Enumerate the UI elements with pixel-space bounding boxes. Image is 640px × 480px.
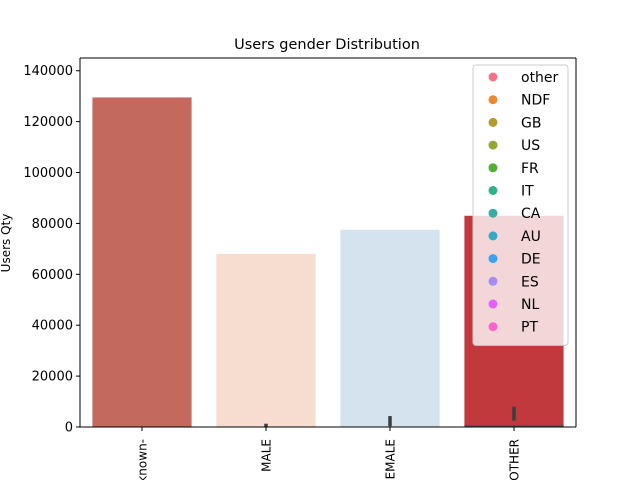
- legend-marker: [488, 299, 498, 309]
- legend-label: NDF: [521, 93, 550, 109]
- legend-marker: [488, 322, 498, 332]
- y-tick-label: 0: [65, 421, 73, 436]
- legend-label: DE: [521, 252, 541, 268]
- chart-title: Users gender Distribution: [234, 37, 420, 53]
- legend-label: FR: [521, 161, 539, 177]
- legend-label: CA: [521, 206, 541, 222]
- legend-marker: [488, 140, 498, 150]
- bar-male: [216, 253, 316, 427]
- legend-marker: [488, 254, 498, 264]
- y-tick-label: 140000: [23, 64, 73, 79]
- bar-unknown: [92, 97, 192, 427]
- legend-marker: [488, 163, 498, 173]
- y-tick-label: 80000: [32, 217, 73, 232]
- x-tick-label: -unknown-: [136, 439, 150, 480]
- legend-marker: [488, 72, 498, 82]
- legend-frame: [472, 64, 569, 346]
- legend-label: other: [521, 70, 559, 86]
- bar-female: [340, 229, 440, 427]
- legend-marker: [488, 117, 498, 127]
- x-tick-label: MALE: [260, 439, 274, 472]
- y-tick-label: 100000: [23, 166, 73, 181]
- x-tick-label: OTHER: [508, 439, 522, 480]
- y-tick-label: 60000: [32, 268, 73, 283]
- legend-marker: [488, 276, 498, 286]
- x-tick-label: FEMALE: [384, 439, 398, 480]
- y-tick-label: 20000: [32, 370, 73, 385]
- legend-marker: [488, 231, 498, 241]
- legend-label: US: [521, 138, 540, 154]
- legend-label: NL: [521, 297, 539, 313]
- legend-label: PT: [521, 320, 538, 336]
- legend-marker: [488, 208, 498, 218]
- legend-label: IT: [521, 184, 534, 200]
- legend-label: ES: [521, 274, 539, 290]
- y-tick-label: 40000: [32, 319, 73, 334]
- y-axis-label: Users Qty: [0, 214, 13, 273]
- legend-label: AU: [521, 229, 541, 245]
- legend-label: GB: [521, 115, 541, 131]
- bar-other-base: [464, 425, 564, 427]
- legend: other NDF GB US FR IT CA AU DE ES NL PT: [472, 64, 569, 346]
- legend-marker: [488, 95, 498, 105]
- legend-marker: [488, 186, 498, 195]
- y-tick-label: 120000: [23, 115, 73, 130]
